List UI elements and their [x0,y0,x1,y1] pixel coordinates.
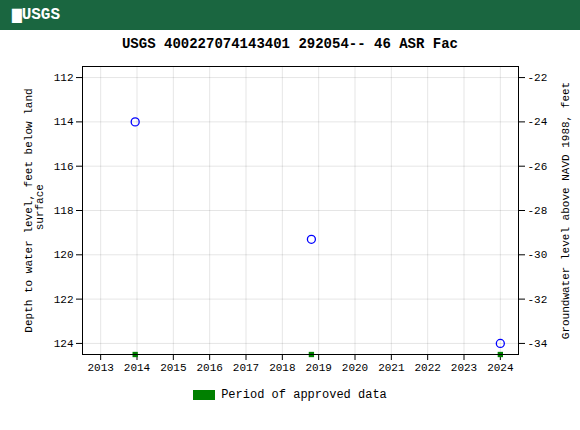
svg-text:Groundwater level above NAVD 1: Groundwater level above NAVD 1988, feet [560,82,572,339]
svg-text:2014: 2014 [124,362,151,374]
svg-text:-24: -24 [528,116,548,128]
svg-text:120: 120 [54,249,74,261]
html-text:USGS 400227074143401 292054--: USGS 400227074143401 292054-- 46 ASR Fac [122,36,458,52]
svg-text:2013: 2013 [87,362,113,374]
svg-text:2021: 2021 [378,362,405,374]
html-text:▆USGS: ▆USGS [12,6,60,24]
svg-text:Depth to water level, feet bel: Depth to water level, feet below land su… [23,88,46,332]
svg-text:-22: -22 [528,72,548,84]
svg-text:2015: 2015 [160,362,186,374]
svg-text:2023: 2023 [451,362,477,374]
svg-text:122: 122 [54,294,74,306]
html-text:Period of approved data: Period of approved data [221,388,387,402]
svg-text:-34: -34 [528,338,548,350]
svg-text:-30: -30 [528,249,548,261]
svg-text:2017: 2017 [233,362,259,374]
svg-text:-32: -32 [528,294,548,306]
svg-text:-26: -26 [528,161,548,173]
svg-text:2016: 2016 [196,362,222,374]
svg-text:2019: 2019 [305,362,331,374]
svg-text:2024: 2024 [487,362,514,374]
svg-text:124: 124 [54,338,74,350]
svg-text:112: 112 [54,72,74,84]
svg-text:2022: 2022 [414,362,440,374]
svg-text:114: 114 [54,116,74,128]
svg-text:2020: 2020 [342,362,368,374]
svg-text:118: 118 [54,205,74,217]
svg-text:2018: 2018 [269,362,295,374]
svg-text:116: 116 [54,161,74,173]
svg-text:-28: -28 [528,205,548,217]
